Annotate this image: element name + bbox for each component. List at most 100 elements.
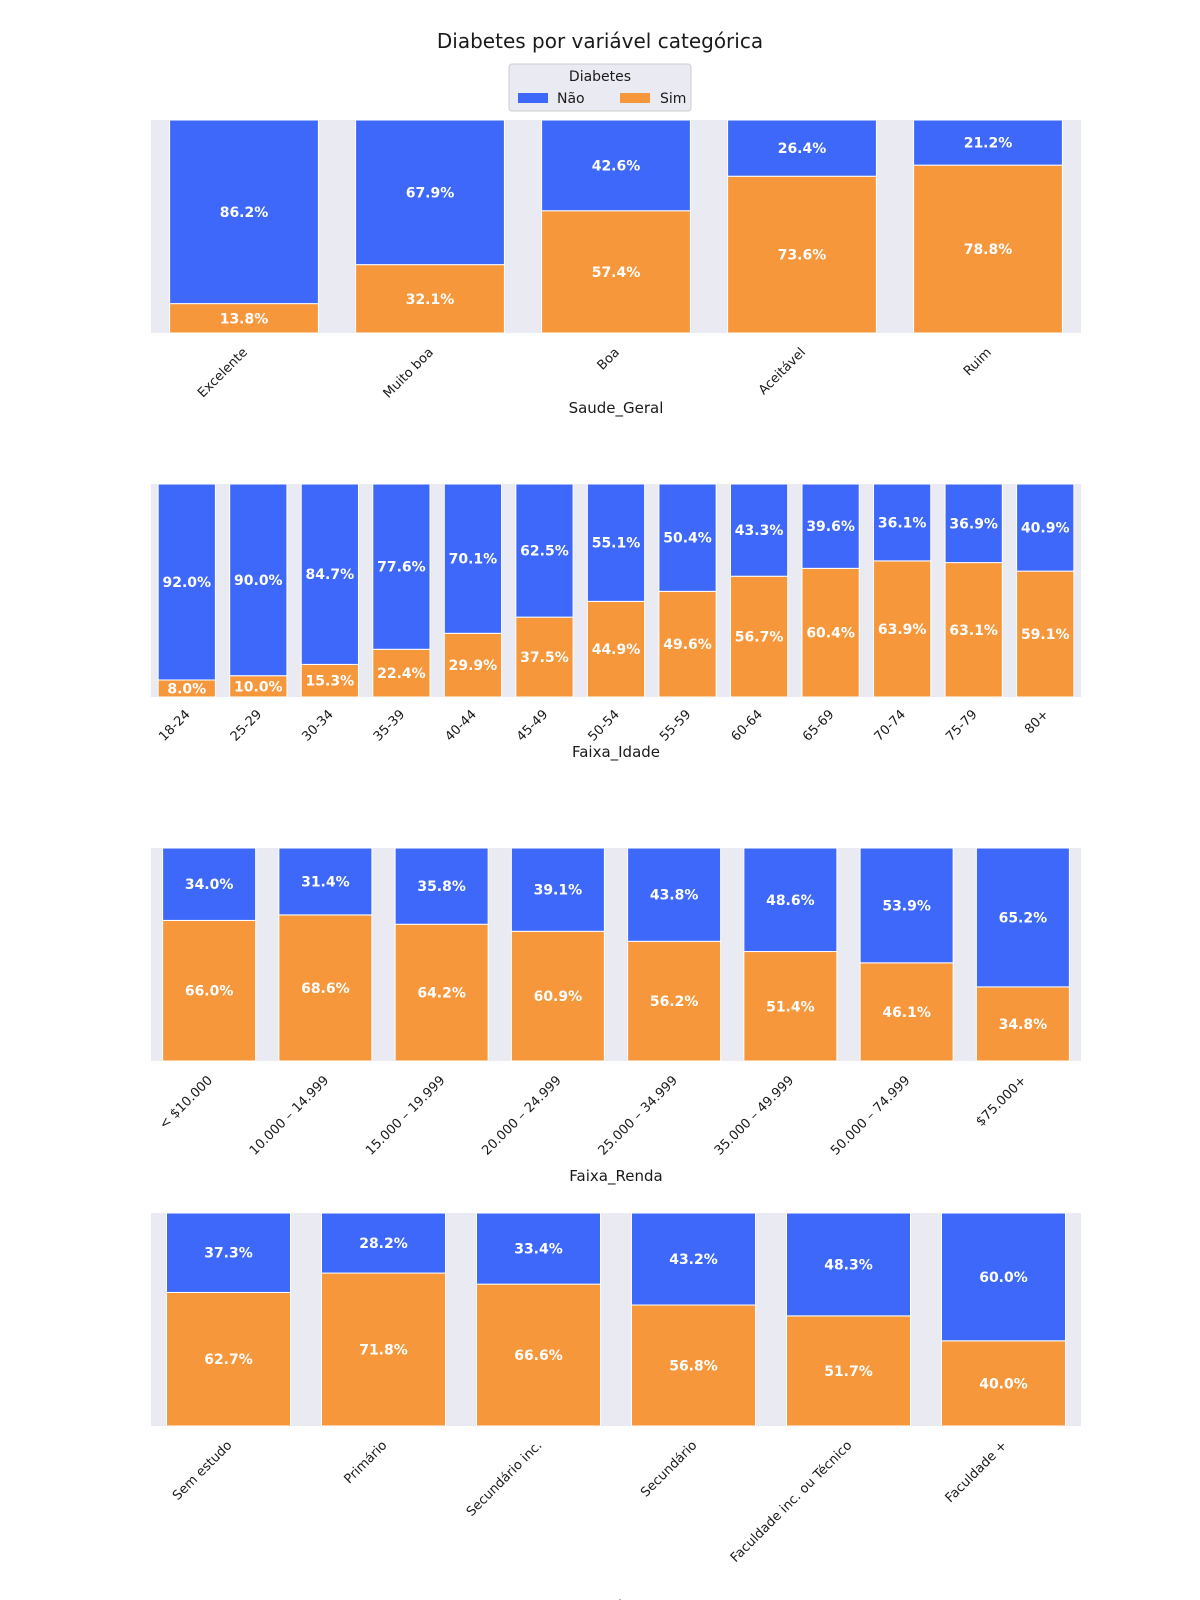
legend-title: Diabetes xyxy=(569,69,631,85)
bar-label-nao-excelente: 86.2% xyxy=(220,205,269,221)
bar-sim-sem-estudo xyxy=(166,1291,291,1427)
bar-sim-70-74 xyxy=(873,560,932,698)
bar-label-nao-15-000-19-999: 35.8% xyxy=(417,879,466,895)
x-axis-label: Saude_Geral xyxy=(569,399,664,418)
bar-nao-primario xyxy=(321,1212,446,1274)
tick-label-excelente: Excelente xyxy=(195,345,251,401)
bar-sim-40-44 xyxy=(443,632,503,698)
tick-label-60-64: 60-64 xyxy=(729,707,766,744)
tick-label-faculdade: Faculdade + xyxy=(943,1438,1011,1506)
tick-label-35-000-49-999: 35.000 – 49.999 xyxy=(712,1073,797,1158)
tick-label-40-44: 40-44 xyxy=(442,707,479,744)
bar-sim-ruim xyxy=(913,164,1063,334)
bar-nao-15-000-19-999 xyxy=(394,847,489,925)
tick-label-ruim: Ruim xyxy=(961,345,995,379)
bar-label-nao-40-44: 70.1% xyxy=(449,552,498,568)
bar-nao-65-69 xyxy=(801,483,860,569)
bar-sim-75-79 xyxy=(944,562,1003,698)
tick-label-15-000-19-999: 15.000 – 19.999 xyxy=(363,1073,448,1158)
bar-sim-25-000-34-999 xyxy=(627,940,722,1062)
bar-label-sim-45-49: 37.5% xyxy=(520,650,569,666)
tick-label-25-29: 25-29 xyxy=(228,707,265,744)
bar-label-nao-25-29: 90.0% xyxy=(234,573,283,589)
bar-sim-primario xyxy=(321,1272,446,1427)
panel-faixa-renda: 66.0% 34.0% < $10.000 68.6% 31.4% 10.000 – 14… xyxy=(151,847,1081,1186)
bar-label-nao-ruim: 21.2% xyxy=(964,136,1013,152)
bar-nao-50-000-74-999 xyxy=(859,847,954,964)
legend-label-nao: Não xyxy=(557,91,585,107)
bar-label-nao-secundario: 43.2% xyxy=(669,1252,718,1268)
bar-nao-faculdade-inc-ou-tecnico xyxy=(786,1212,911,1317)
bar-nao-20-000-24-999 xyxy=(510,847,605,932)
tick-label-faculdade-inc-ou-tecnico: Faculdade inc. ou Técnico xyxy=(728,1438,856,1566)
bar-nao-boa xyxy=(541,119,691,212)
tick-label-aceitavel: Aceitável xyxy=(756,345,809,398)
bar-sim-faculdade xyxy=(941,1340,1066,1427)
bar-label-nao-aceitavel: 26.4% xyxy=(778,141,827,157)
bar-label-nao-70-74: 36.1% xyxy=(878,515,927,531)
bar-sim-boa xyxy=(541,210,691,334)
tick-label-50-000-74-999: 50.000 – 74.999 xyxy=(828,1073,913,1158)
bar-sim-75-000 xyxy=(975,986,1070,1062)
bar-nao-10-000-14-999 xyxy=(278,847,373,916)
tick-label-boa: Boa xyxy=(595,345,623,373)
tick-label-45-49: 45-49 xyxy=(514,707,551,744)
bar-label-nao-75-79: 36.9% xyxy=(949,516,998,532)
bar-label-nao-faculdade-inc-ou-tecnico: 48.3% xyxy=(824,1257,873,1273)
bar-sim-55-59 xyxy=(658,590,717,698)
bar-nao-muito-boa xyxy=(355,119,505,266)
bar-nao-secundario-inc xyxy=(476,1212,601,1285)
bar-label-sim-80: 59.1% xyxy=(1021,627,1070,643)
bar-label-nao-10-000: 34.0% xyxy=(185,877,234,893)
bar-nao-30-34 xyxy=(300,483,359,665)
bar-nao-25-000-34-999 xyxy=(627,847,722,942)
bar-label-sim-primario: 71.8% xyxy=(359,1343,408,1359)
bar-nao-10-000 xyxy=(162,847,257,921)
bar-nao-faculdade xyxy=(941,1212,1066,1342)
bar-label-sim-ruim: 78.8% xyxy=(964,242,1013,258)
bar-label-sim-60-64: 56.7% xyxy=(735,630,784,646)
bar-label-sim-35-39: 22.4% xyxy=(377,666,426,682)
bar-nao-35-39 xyxy=(372,483,431,650)
bar-nao-55-59 xyxy=(658,483,717,592)
bar-label-sim-faculdade-inc-ou-tecnico: 51.7% xyxy=(824,1364,873,1380)
bar-nao-40-44 xyxy=(443,483,503,634)
bar-nao-sem-estudo xyxy=(166,1212,291,1293)
bar-sim-muito-boa xyxy=(355,264,505,334)
tick-label-35-39: 35-39 xyxy=(371,707,408,744)
panel-ensino: 62.7% 37.3% Sem estudo 71.8% 28.2% Primário 66… xyxy=(151,1212,1081,1600)
tick-label-primario: Primário xyxy=(341,1438,390,1487)
tick-label-55-59: 55-59 xyxy=(657,707,694,744)
bar-label-nao-muito-boa: 67.9% xyxy=(406,185,455,201)
bar-nao-secundario xyxy=(631,1212,756,1306)
x-axis-label: Faixa_Idade xyxy=(572,743,660,762)
tick-label-75-79: 75-79 xyxy=(943,707,980,744)
bar-label-sim-secundario: 56.8% xyxy=(669,1359,718,1375)
bar-label-sim-55-59: 49.6% xyxy=(663,637,712,653)
tick-label-50-54: 50-54 xyxy=(586,707,623,744)
bar-sim-35-39 xyxy=(372,648,431,698)
bar-label-nao-60-64: 43.3% xyxy=(735,523,784,539)
bar-label-sim-18-24: 8.0% xyxy=(167,681,206,697)
bar-label-nao-50-000-74-999: 53.9% xyxy=(882,898,931,914)
legend-label-sim: Sim xyxy=(660,91,686,107)
bar-label-sim-secundario-inc: 66.6% xyxy=(514,1348,563,1364)
tick-label-18-24: 18-24 xyxy=(156,707,193,744)
tick-label-secundario: Secundário xyxy=(638,1438,700,1500)
bar-label-sim-boa: 57.4% xyxy=(592,265,641,281)
tick-label-10-000: < $10.000 xyxy=(157,1073,216,1132)
tick-label-secundario-inc: Secundário inc. xyxy=(464,1438,546,1520)
bar-label-nao-faculdade: 60.0% xyxy=(979,1270,1028,1286)
bar-label-sim-70-74: 63.9% xyxy=(878,622,927,638)
bar-label-sim-30-34: 15.3% xyxy=(306,674,355,690)
bar-label-nao-50-54: 55.1% xyxy=(592,536,641,552)
bar-label-sim-sem-estudo: 62.7% xyxy=(204,1352,253,1368)
bar-nao-80 xyxy=(1016,483,1075,572)
bar-nao-aceitavel xyxy=(727,119,877,177)
bar-nao-35-000-49-999 xyxy=(743,847,838,953)
tick-label-20-000-24-999: 20.000 – 24.999 xyxy=(479,1073,564,1158)
bar-label-nao-35-39: 77.6% xyxy=(377,560,426,576)
bar-sim-50-54 xyxy=(586,600,646,698)
